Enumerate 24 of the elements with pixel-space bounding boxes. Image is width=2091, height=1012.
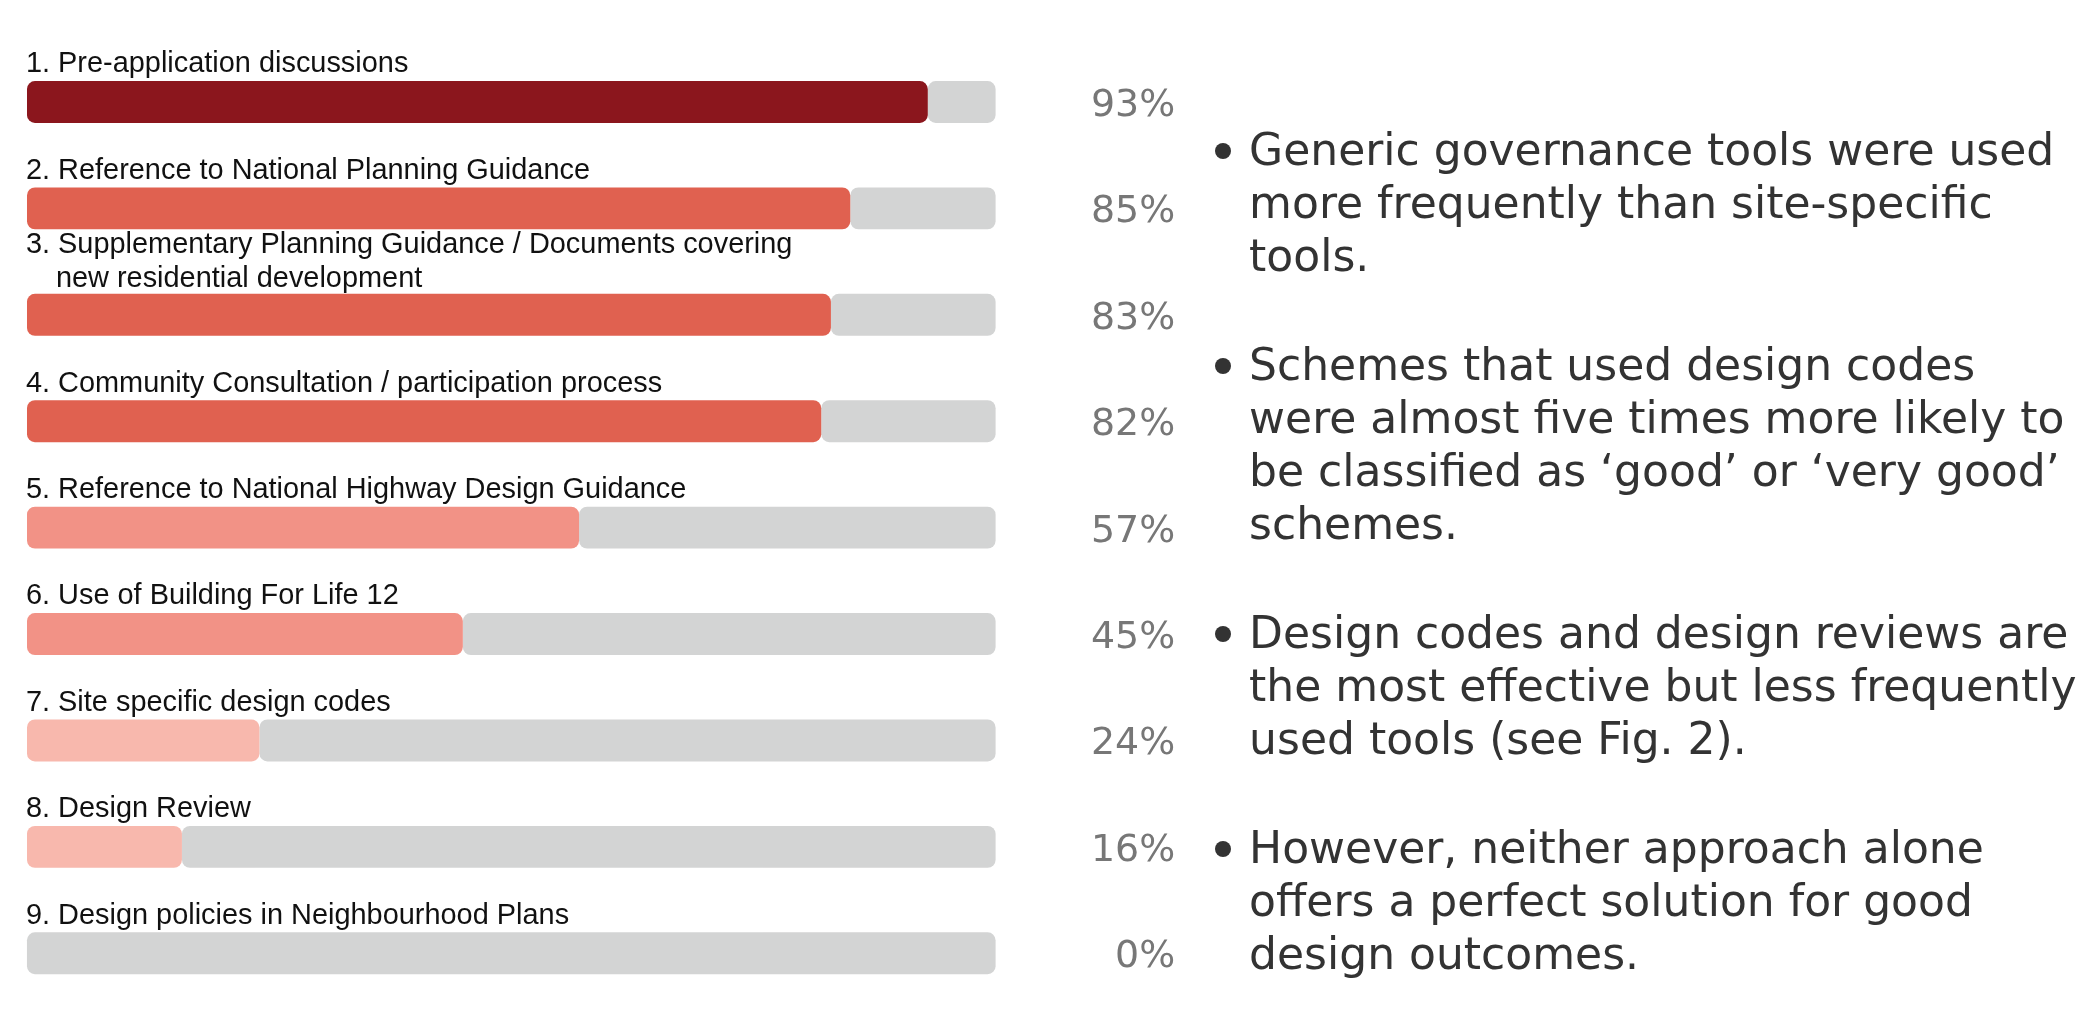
- data-label: 82%: [1090, 400, 1176, 445]
- data-label: 45%: [1090, 612, 1176, 657]
- text: Design codes and design reviews are the most effective but less frequently used tools (see Fig. 2).: [1249, 606, 2078, 765]
- text: Generic governance tools were used more frequently than site-specific tools.: [1249, 123, 2056, 282]
- y-tick-label: 9. Design policies in Neighbourhood Plans: [25, 897, 570, 930]
- data-label: 57%: [1090, 506, 1176, 551]
- data-label: 93%: [1090, 80, 1176, 125]
- y-tick-label: 4. Community Consultation / participation process: [25, 365, 663, 398]
- data-label: 0%: [1115, 932, 1176, 977]
- y-tick-label: 8. Design Review: [25, 791, 252, 824]
- data-label: 83%: [1090, 293, 1176, 338]
- text: Schemes that used design codes were almost five times more likely to be classified as ‘good’ or ‘very good’ schemes.: [1249, 338, 2066, 550]
- y-tick-label: 6. Use of Building For Life 12: [25, 578, 399, 611]
- y-tick-label: 3. Supplementary Planning Guidance / Documents covering new residential development: [25, 227, 793, 294]
- data-label: 24%: [1090, 719, 1176, 764]
- y-tick-label: 1. Pre-application discussions: [25, 46, 409, 79]
- text: However, neither approach alone offers a perfect solution for good design outcomes.: [1249, 821, 1985, 980]
- y-tick-label: 5. Reference to National Highway Design Guidance: [25, 472, 687, 505]
- data-label: 16%: [1090, 825, 1176, 870]
- data-label: 85%: [1090, 187, 1176, 232]
- y-tick-label: 7. Site specific design codes: [25, 684, 391, 717]
- y-tick-label: 2. Reference to National Planning Guidance: [25, 152, 590, 185]
- bar: [26, 719, 260, 762]
- bar: [26, 825, 182, 868]
